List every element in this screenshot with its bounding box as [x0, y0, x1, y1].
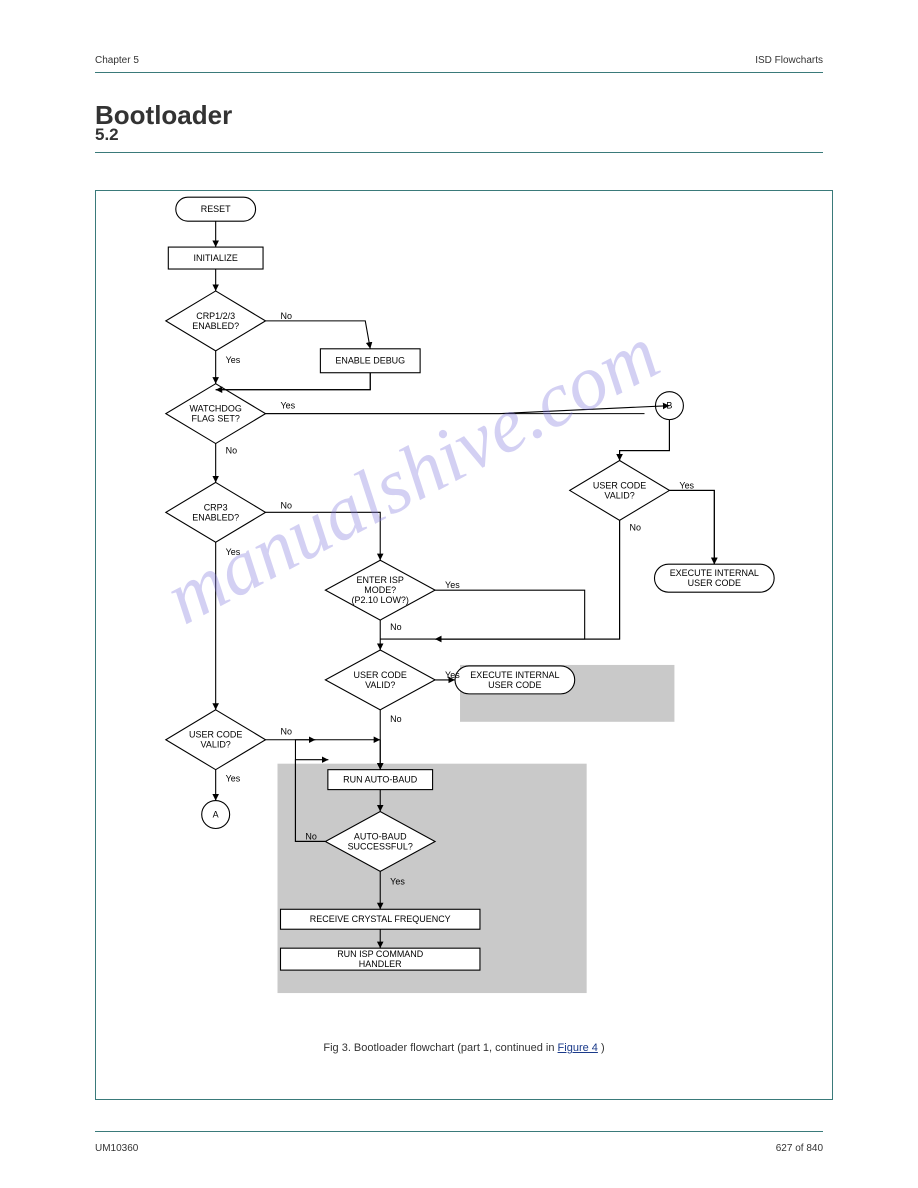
svg-text:RUN ISP COMMAND: RUN ISP COMMAND — [337, 949, 424, 959]
svg-text:Yes: Yes — [226, 774, 241, 784]
svg-text:Yes: Yes — [679, 480, 694, 490]
svg-text:WATCHDOG: WATCHDOG — [190, 404, 242, 414]
svg-text:No: No — [305, 831, 316, 841]
header-section: ISD Flowcharts — [755, 55, 823, 66]
svg-text:Yes: Yes — [226, 547, 241, 557]
svg-text:USER CODE: USER CODE — [593, 480, 646, 490]
header-chapter: Chapter 5 — [95, 55, 139, 66]
caption-prefix: Fig 3. Bootloader flowchart (part 1, con… — [323, 1042, 557, 1054]
svg-text:No: No — [390, 622, 401, 632]
svg-text:No: No — [280, 311, 291, 321]
footer-page-no: 627 of 840 — [776, 1143, 823, 1154]
svg-text:VALID?: VALID? — [365, 680, 395, 690]
svg-text:CRP1/2/3: CRP1/2/3 — [196, 311, 235, 321]
svg-text:ENABLED?: ENABLED? — [192, 512, 239, 522]
svg-text:INITIALIZE: INITIALIZE — [193, 253, 237, 263]
svg-text:MODE?: MODE? — [364, 585, 396, 595]
caption-link[interactable]: Figure 4 — [558, 1042, 598, 1054]
svg-text:USER CODE: USER CODE — [488, 680, 541, 690]
svg-text:Yes: Yes — [226, 355, 241, 365]
svg-text:ENABLE DEBUG: ENABLE DEBUG — [335, 356, 405, 366]
svg-text:ENABLED?: ENABLED? — [192, 321, 239, 331]
svg-text:Yes: Yes — [280, 401, 295, 411]
svg-text:No: No — [630, 522, 641, 532]
svg-text:A: A — [213, 810, 219, 820]
flowchart-svg: RESETINITIALIZECRP1/2/3ENABLED?WATCHDOGF… — [96, 191, 832, 1099]
svg-text:ENTER ISP: ENTER ISP — [357, 575, 404, 585]
svg-text:EXECUTE INTERNAL: EXECUTE INTERNAL — [470, 670, 559, 680]
svg-text:Yes: Yes — [445, 580, 460, 590]
divider-top2 — [95, 152, 823, 153]
svg-text:EXECUTE INTERNAL: EXECUTE INTERNAL — [670, 568, 759, 578]
svg-text:RECEIVE CRYSTAL FREQUENCY: RECEIVE CRYSTAL FREQUENCY — [310, 914, 451, 924]
caption-suffix: ) — [601, 1042, 605, 1054]
svg-text:No: No — [390, 714, 401, 724]
svg-text:(P2.10 LOW?): (P2.10 LOW?) — [352, 595, 409, 605]
svg-text:RUN AUTO-BAUD: RUN AUTO-BAUD — [343, 775, 418, 785]
svg-text:VALID?: VALID? — [201, 740, 231, 750]
svg-text:Yes: Yes — [445, 670, 460, 680]
svg-text:RESET: RESET — [201, 204, 231, 214]
svg-text:VALID?: VALID? — [604, 490, 634, 500]
section-number: 5.2 — [95, 125, 119, 145]
footer-doc-id: UM10360 — [95, 1143, 138, 1154]
svg-text:No: No — [280, 500, 291, 510]
svg-text:SUCCESSFUL?: SUCCESSFUL? — [348, 841, 413, 851]
divider-bottom — [95, 1131, 823, 1132]
svg-text:No: No — [280, 727, 291, 737]
svg-text:USER CODE: USER CODE — [354, 670, 407, 680]
divider-top1 — [95, 72, 823, 73]
svg-text:No: No — [226, 446, 237, 456]
svg-text:Yes: Yes — [390, 876, 405, 886]
svg-text:FLAG SET?: FLAG SET? — [191, 414, 239, 424]
svg-text:AUTO-BAUD: AUTO-BAUD — [354, 831, 407, 841]
figure-caption: Fig 3. Bootloader flowchart (part 1, con… — [95, 1042, 833, 1054]
svg-text:CRP3: CRP3 — [204, 502, 228, 512]
svg-text:USER CODE: USER CODE — [189, 730, 242, 740]
flowchart-canvas: RESETINITIALIZECRP1/2/3ENABLED?WATCHDOGF… — [95, 190, 833, 1100]
svg-text:USER CODE: USER CODE — [688, 578, 741, 588]
svg-text:HANDLER: HANDLER — [359, 959, 402, 969]
